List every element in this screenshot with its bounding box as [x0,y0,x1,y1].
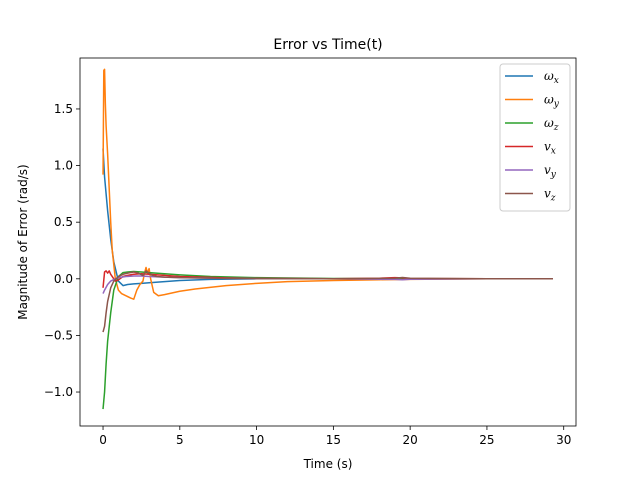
y-tick-label: 1.5 [54,102,73,116]
plot-frame [79,57,577,427]
x-tick-label: 0 [99,433,107,447]
legend-frame [499,63,571,212]
y-tick-label: −0.5 [44,328,73,342]
legend-label: vx [544,140,556,157]
x-tick-label: 30 [556,433,571,447]
plot-area [79,57,577,427]
x-axis-label: Time (s) [303,457,353,471]
legend: ωx ωy ωz vx vy vz [499,63,571,212]
legend-label: ωy [544,93,560,110]
y-axis: −1.0 −0.5 0.0 0.5 1.0 1.5 [44,102,80,399]
x-tick-label: 15 [326,433,341,447]
series-line-v-z [102,270,553,333]
x-tick-label: 25 [479,433,494,447]
legend-label: vy [544,163,557,180]
x-axis: 0 5 10 15 20 25 30 [99,426,571,447]
x-tick-label: 10 [249,433,264,447]
legend-label: vz [544,187,556,204]
y-axis-label: Magnitude of Error (rad/s) [16,164,30,319]
legend-label: ωz [544,116,559,133]
chart-title: Error vs Time(t) [273,37,382,53]
x-tick-label: 5 [176,433,184,447]
x-tick-label: 20 [403,433,418,447]
series-lines [102,68,553,410]
legend-label: ωx [544,69,559,86]
series-line-omega-y [102,68,553,300]
y-tick-label: −1.0 [44,385,73,399]
plot-background [80,58,576,426]
y-tick-label: 0.0 [54,272,73,286]
y-tick-label: 0.5 [54,215,73,229]
y-tick-label: 1.0 [54,159,73,173]
